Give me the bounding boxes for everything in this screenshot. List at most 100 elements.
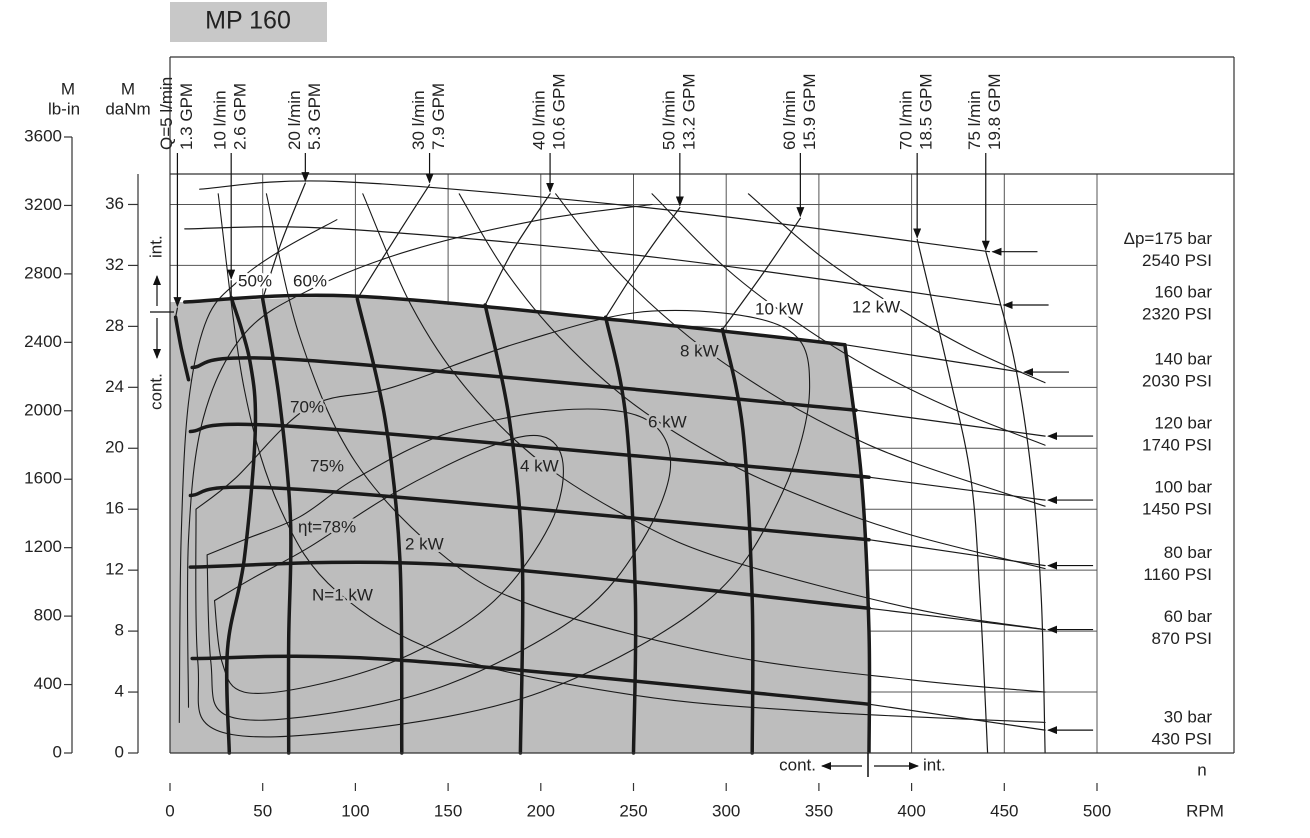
power-label: N=1 kW xyxy=(312,585,373,604)
x-tick-label: 350 xyxy=(805,801,833,820)
pressure-curve xyxy=(183,293,847,347)
flow-curve-ext xyxy=(985,251,1046,754)
region-edge xyxy=(843,344,872,754)
efficiency-label: 60% xyxy=(293,271,327,290)
y-tick-label: 32 xyxy=(105,255,124,274)
annotation: cont. xyxy=(779,755,816,774)
efficiency-curve xyxy=(206,408,672,721)
flow-gpm-label: 10.6 GPM xyxy=(550,73,569,150)
flow-label: 20 l/min xyxy=(285,90,304,150)
flow-gpm-label: 19.8 GPM xyxy=(985,73,1004,150)
title-box xyxy=(170,2,327,42)
flow-curve-ext xyxy=(605,206,681,318)
flow-label: 75 l/min xyxy=(965,90,984,150)
power-curve xyxy=(651,193,1046,446)
annotation: int. xyxy=(923,755,946,774)
y-tick-label: 24 xyxy=(105,377,124,396)
pressure-curve-ext xyxy=(868,703,1046,731)
flow-curve xyxy=(483,303,525,755)
flow-gpm-label: 15.9 GPM xyxy=(800,73,819,150)
flow-curve-ext xyxy=(356,184,431,300)
y2-axis-unit: lb-in xyxy=(48,99,80,118)
efficiency-curve xyxy=(195,309,811,738)
y-tick-label: 0 xyxy=(115,742,124,761)
y2-tick-label: 2000 xyxy=(24,400,62,419)
pressure-label: 80 bar xyxy=(1164,543,1213,562)
pressure-curve xyxy=(190,356,858,412)
pressure-psi-label: 1450 PSI xyxy=(1142,500,1212,519)
pressure-curve xyxy=(188,560,871,611)
pressure-psi-label: 1740 PSI xyxy=(1142,436,1212,455)
pressure-curve-ext xyxy=(868,539,1046,567)
x-tick-label: 150 xyxy=(434,801,462,820)
y2-tick-label: 400 xyxy=(34,674,62,693)
bold-curves xyxy=(173,293,872,755)
y-tick-label: 8 xyxy=(115,621,124,640)
y-axis-symbol: M xyxy=(121,79,135,98)
pressure-psi-label: 2540 PSI xyxy=(1142,251,1212,270)
flow-gpm-label: 5.3 GPM xyxy=(305,83,324,150)
power-label: 8 kW xyxy=(680,341,719,360)
pressure-curve-ext xyxy=(868,607,1046,631)
power-label: 4 kW xyxy=(520,456,559,475)
pressure-label: 100 bar xyxy=(1154,478,1212,497)
pressure-label: 60 bar xyxy=(1164,607,1213,626)
labels: M lb-in M daNm n RPM 50% 60% 70% 75% ηt=… xyxy=(24,73,1224,820)
efficiency-curve xyxy=(213,434,564,694)
pressure-curve-ext xyxy=(855,409,1046,437)
efficiency-curve xyxy=(178,219,338,724)
y2-tick-label: 3200 xyxy=(24,195,62,214)
flow-label: 70 l/min xyxy=(897,90,916,150)
annotation: cont. xyxy=(146,373,165,410)
x-tick-label: 300 xyxy=(712,801,740,820)
flow-gpm-label: 2.6 GPM xyxy=(231,83,250,150)
x-tick-label: 0 xyxy=(165,801,174,820)
y2-tick-label: 800 xyxy=(34,606,62,625)
x-tick-label: 250 xyxy=(619,801,647,820)
pressure-curve xyxy=(188,485,871,542)
efficiency-label: ηt=78% xyxy=(298,517,356,536)
pressure-psi-label: 430 PSI xyxy=(1152,730,1213,749)
chart-title: MP 160 xyxy=(205,7,291,35)
flow-curve xyxy=(720,327,755,755)
y2-tick-label: 2400 xyxy=(24,332,62,351)
pressure-label: Δp=175 bar xyxy=(1124,229,1213,248)
y-tick-label: 4 xyxy=(115,682,124,701)
pressure-psi-label: 2320 PSI xyxy=(1142,305,1212,324)
flow-label: 30 l/min xyxy=(409,90,428,150)
x-axis-unit: RPM xyxy=(1186,801,1224,820)
y-tick-label: 28 xyxy=(105,316,124,335)
x-tick-label: 500 xyxy=(1083,801,1111,820)
y-tick-label: 16 xyxy=(105,499,124,518)
flow-curve xyxy=(173,315,191,382)
flow-curve xyxy=(355,297,404,755)
y2-axis-symbol: M xyxy=(61,79,75,98)
efficiency-label: 70% xyxy=(290,397,324,416)
pressure-label: 160 bar xyxy=(1154,283,1212,302)
flow-curve-ext xyxy=(262,182,306,300)
y2-tick-label: 3600 xyxy=(24,126,62,145)
x-tick-label: 200 xyxy=(527,801,555,820)
x-axis-symbol: n xyxy=(1197,760,1206,779)
y2-tick-label: 1600 xyxy=(24,469,62,488)
pressure-curve-ext xyxy=(868,476,1046,501)
power-label: 12 kW xyxy=(852,297,900,316)
pressure-psi-label: 870 PSI xyxy=(1152,629,1213,648)
annotation: int. xyxy=(146,235,165,258)
pressure-psi-label: 1160 PSI xyxy=(1143,565,1212,584)
power-curve xyxy=(555,193,1046,507)
power-label: 10 kW xyxy=(755,299,803,318)
efficiency-label: 75% xyxy=(310,456,344,475)
pressure-curve-ext xyxy=(199,180,991,253)
x-tick-label: 50 xyxy=(253,801,272,820)
flow-curve-ext xyxy=(721,217,801,330)
flow-curve-ext xyxy=(916,238,989,754)
flow-gpm-label: 13.2 GPM xyxy=(679,73,698,150)
x-tick-label: 400 xyxy=(897,801,925,820)
efficiency-label: 50% xyxy=(238,271,272,290)
flow-gpm-label: 1.3 GPM xyxy=(177,83,196,150)
frame xyxy=(71,56,1235,754)
flow-curve xyxy=(260,297,293,755)
power-curve xyxy=(458,193,1046,570)
